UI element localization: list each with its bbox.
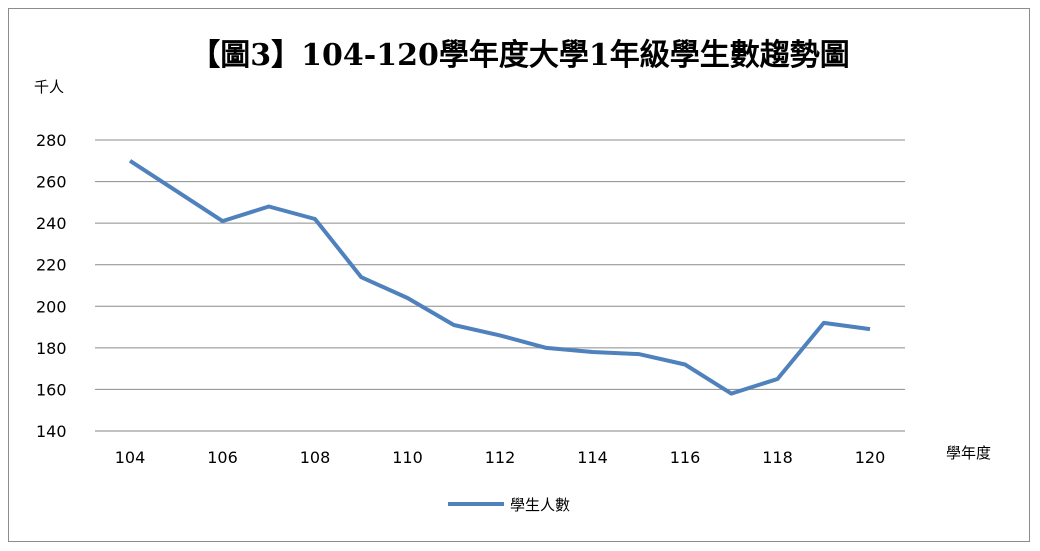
y-tick-label: 140: [36, 422, 67, 441]
x-tick-label: 120: [855, 448, 886, 467]
y-tick-label: 280: [36, 131, 67, 150]
y-axis-unit-label: 千人: [34, 78, 64, 96]
x-tick-label: 106: [207, 448, 238, 467]
chart-title: 【圖3】104-120學年度大學1年級學生數趨勢圖: [190, 38, 850, 73]
x-axis-ticks: 104 106 108 110 112 114 116 118 120: [115, 448, 886, 467]
y-tick-label: 180: [36, 339, 67, 358]
x-tick-label: 108: [300, 448, 331, 467]
series-group: [128, 159, 871, 396]
legend-label: 學生人數: [510, 496, 570, 514]
x-tick-label: 104: [115, 448, 146, 467]
x-tick-label: 116: [670, 448, 701, 467]
x-tick-label: 112: [485, 448, 516, 467]
x-tick-label: 110: [392, 448, 423, 467]
chart-frame: [8, 8, 1030, 542]
series-line: [128, 159, 871, 396]
y-tick-label: 160: [36, 380, 67, 399]
x-tick-label: 114: [577, 448, 608, 467]
y-tick-label: 260: [36, 173, 67, 192]
y-tick-label: 240: [36, 214, 67, 233]
x-tick-label: 118: [762, 448, 793, 467]
y-tick-label: 220: [36, 256, 67, 275]
y-tick-label: 200: [36, 297, 67, 316]
legend: 學生人數: [448, 496, 570, 514]
y-axis-ticks: 140 160 180 200 220 240 260 280: [36, 131, 67, 441]
gridlines: [95, 139, 905, 432]
x-axis-unit-label: 學年度: [946, 444, 991, 462]
